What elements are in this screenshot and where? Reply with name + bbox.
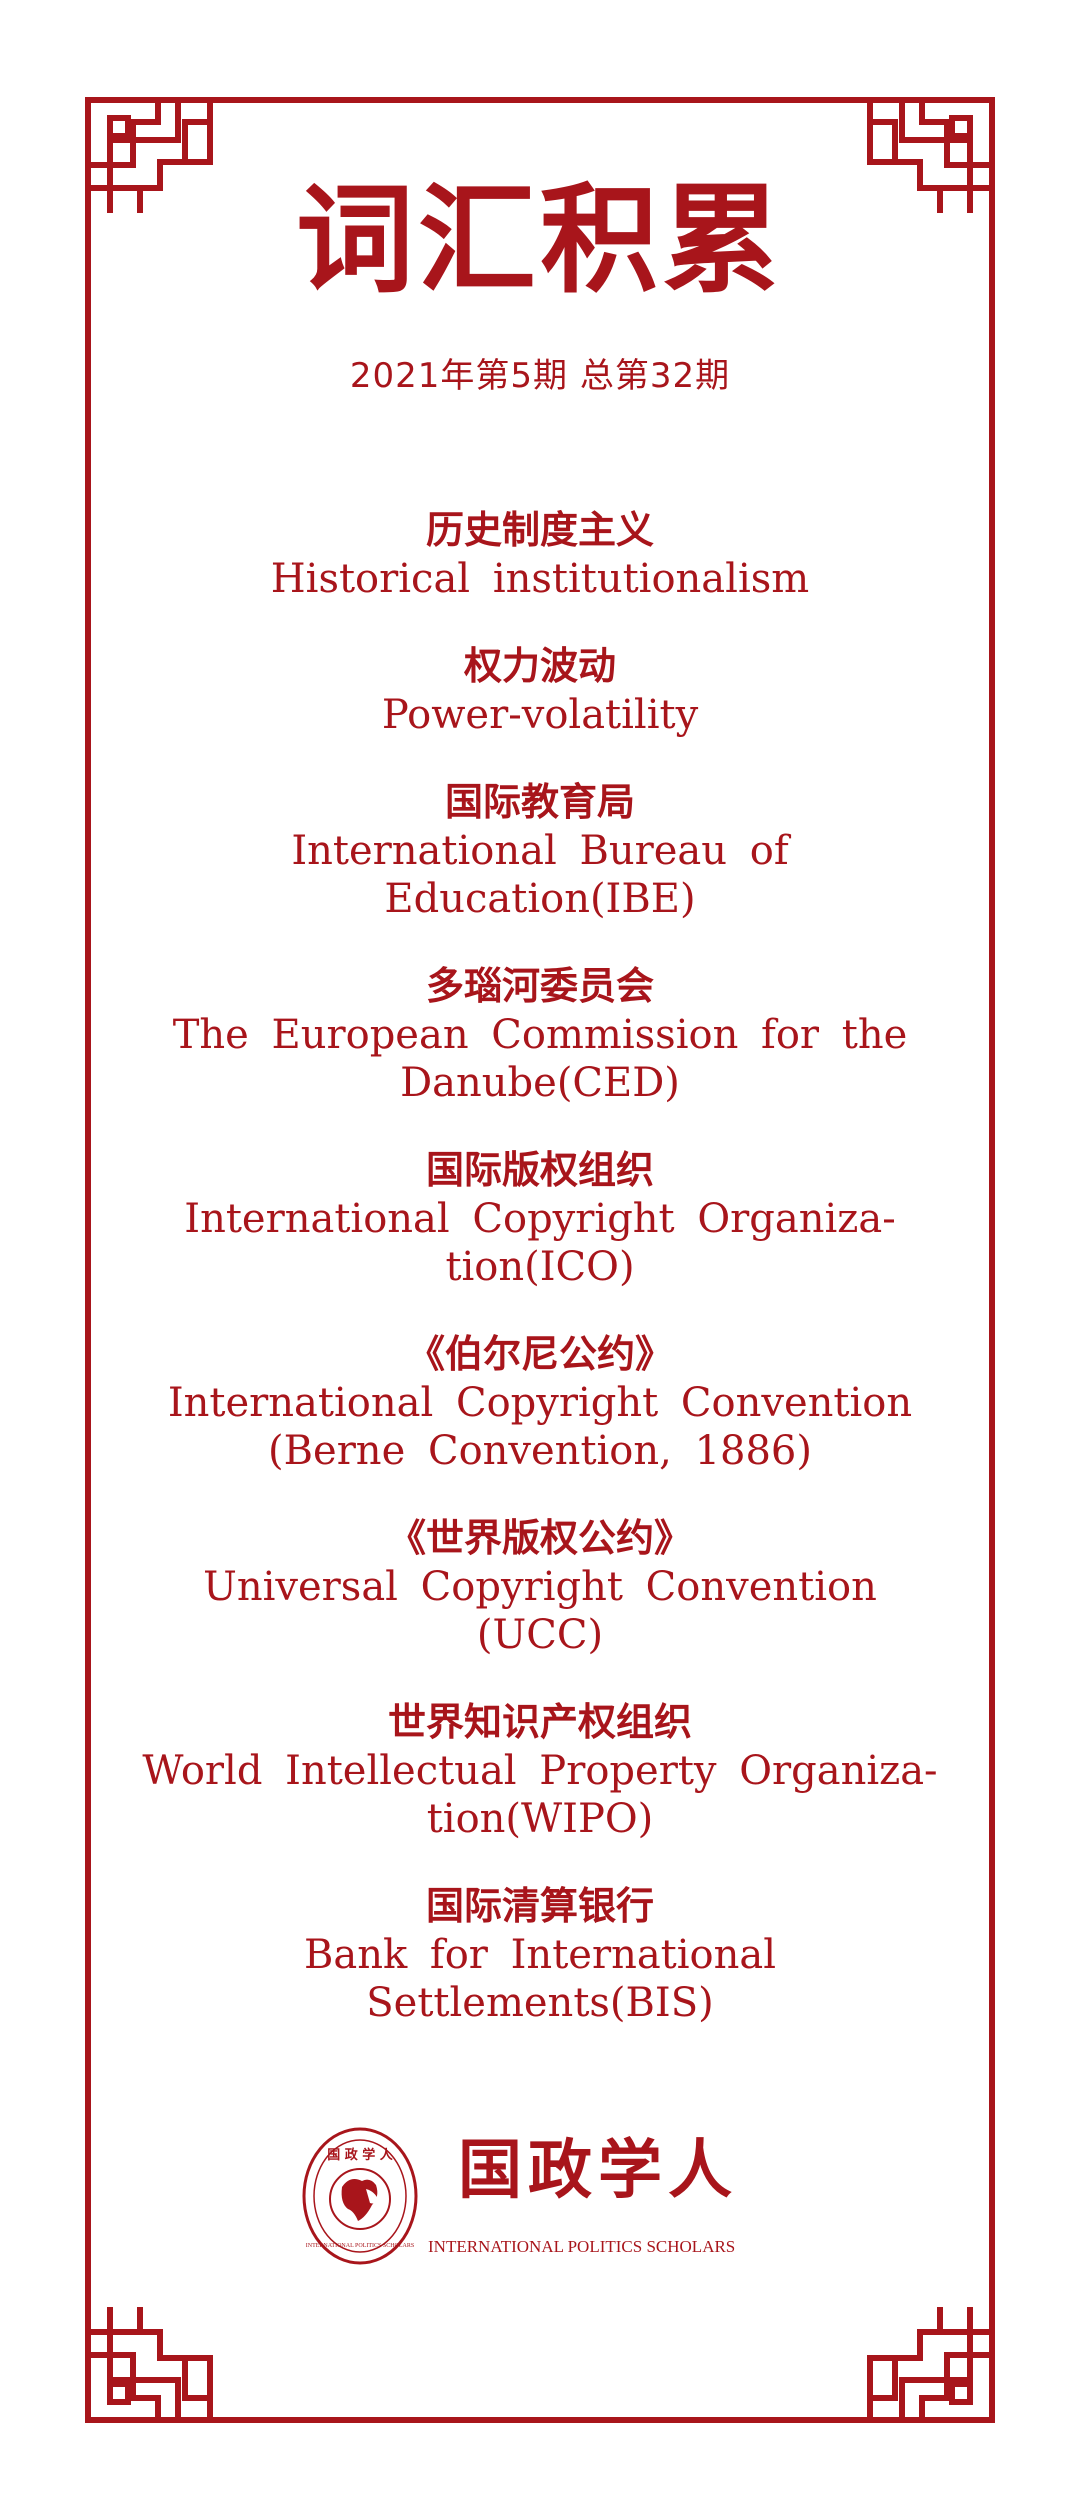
term-en: International Bureau of Education(IBE) <box>291 828 789 922</box>
term-en: (UCC) <box>476 1612 604 1658</box>
term-zh: 多瑙河委员会 <box>425 963 654 1008</box>
globe-seal-icon: 国 政 学 人 INTERNATIONAL POLITICS SCHOLARS <box>302 2127 418 2265</box>
term-en: World Intellectual Property Organiza- <box>142 1748 938 1794</box>
term-en: (Berne Convention, 1886) <box>268 1428 812 1474</box>
term-en: Danube(CED) <box>400 1060 680 1106</box>
term-zh: 历史制度主义 <box>425 507 654 552</box>
term-zh: 《伯尔尼公约》 <box>406 1331 673 1376</box>
term-zh: 世界知识产权组织 <box>387 1699 692 1744</box>
term-zh: 《世界版权公约》 <box>387 1515 692 1560</box>
list-item: 多瑙河委员会 The European Commission for the D… <box>130 961 950 1107</box>
brand-name-en: INTERNATIONAL POLITICS SCHOLARS <box>428 2237 736 2256</box>
issue-number: 2021年第5期 总第32期 <box>349 356 731 396</box>
vocabulary-list: 历史制度主义 Historical institutionalism 权力波动 … <box>130 505 950 2065</box>
list-item: 《世界版权公约》 Universal Copyright Convention … <box>130 1513 950 1659</box>
list-item: 国际教育局 International Bureau of Education(… <box>130 777 950 923</box>
term-en: tion(ICO) <box>445 1244 635 1290</box>
term-zh: 权力波动 <box>463 643 616 688</box>
term-en: International Copyright Convention <box>167 1380 913 1426</box>
term-zh: 国际教育局 <box>444 779 635 824</box>
brand-logo: 国 政 学 人 INTERNATIONAL POLITICS SCHOLARS … <box>300 2115 780 2275</box>
term-en: The European Commission for the <box>172 1012 908 1058</box>
list-item: 历史制度主义 Historical institutionalism <box>130 505 950 603</box>
term-zh: 国际清算银行 <box>425 1883 654 1928</box>
list-item: 世界知识产权组织 World Intellectual Property Org… <box>130 1697 950 1843</box>
term-en: International Copyright Organiza- <box>184 1196 896 1242</box>
list-item: 国际清算银行 Bank for International Settlement… <box>130 1881 950 2027</box>
term-en: Historical institutionalism <box>270 556 810 602</box>
term-en: tion(WIPO) <box>426 1796 654 1842</box>
brand-name-zh: 国政学人 <box>458 2133 738 2208</box>
list-item: 权力波动 Power-volatility <box>130 641 950 739</box>
term-en: Power-volatility <box>381 692 699 738</box>
list-item: 《伯尔尼公约》 International Copyright Conventi… <box>130 1329 950 1475</box>
term-en: Universal Copyright Convention <box>203 1564 877 1610</box>
seal-text: 国 政 学 人 <box>327 2147 394 2163</box>
list-item: 国际版权组织 International Copyright Organiza-… <box>130 1145 950 1291</box>
seal-ring-text: INTERNATIONAL POLITICS SCHOLARS <box>306 2243 414 2249</box>
term-en: Bank for International Settlements(BIS) <box>303 1932 777 2026</box>
page-title: 词汇积累 <box>295 170 784 309</box>
term-zh: 国际版权组织 <box>425 1147 654 1192</box>
